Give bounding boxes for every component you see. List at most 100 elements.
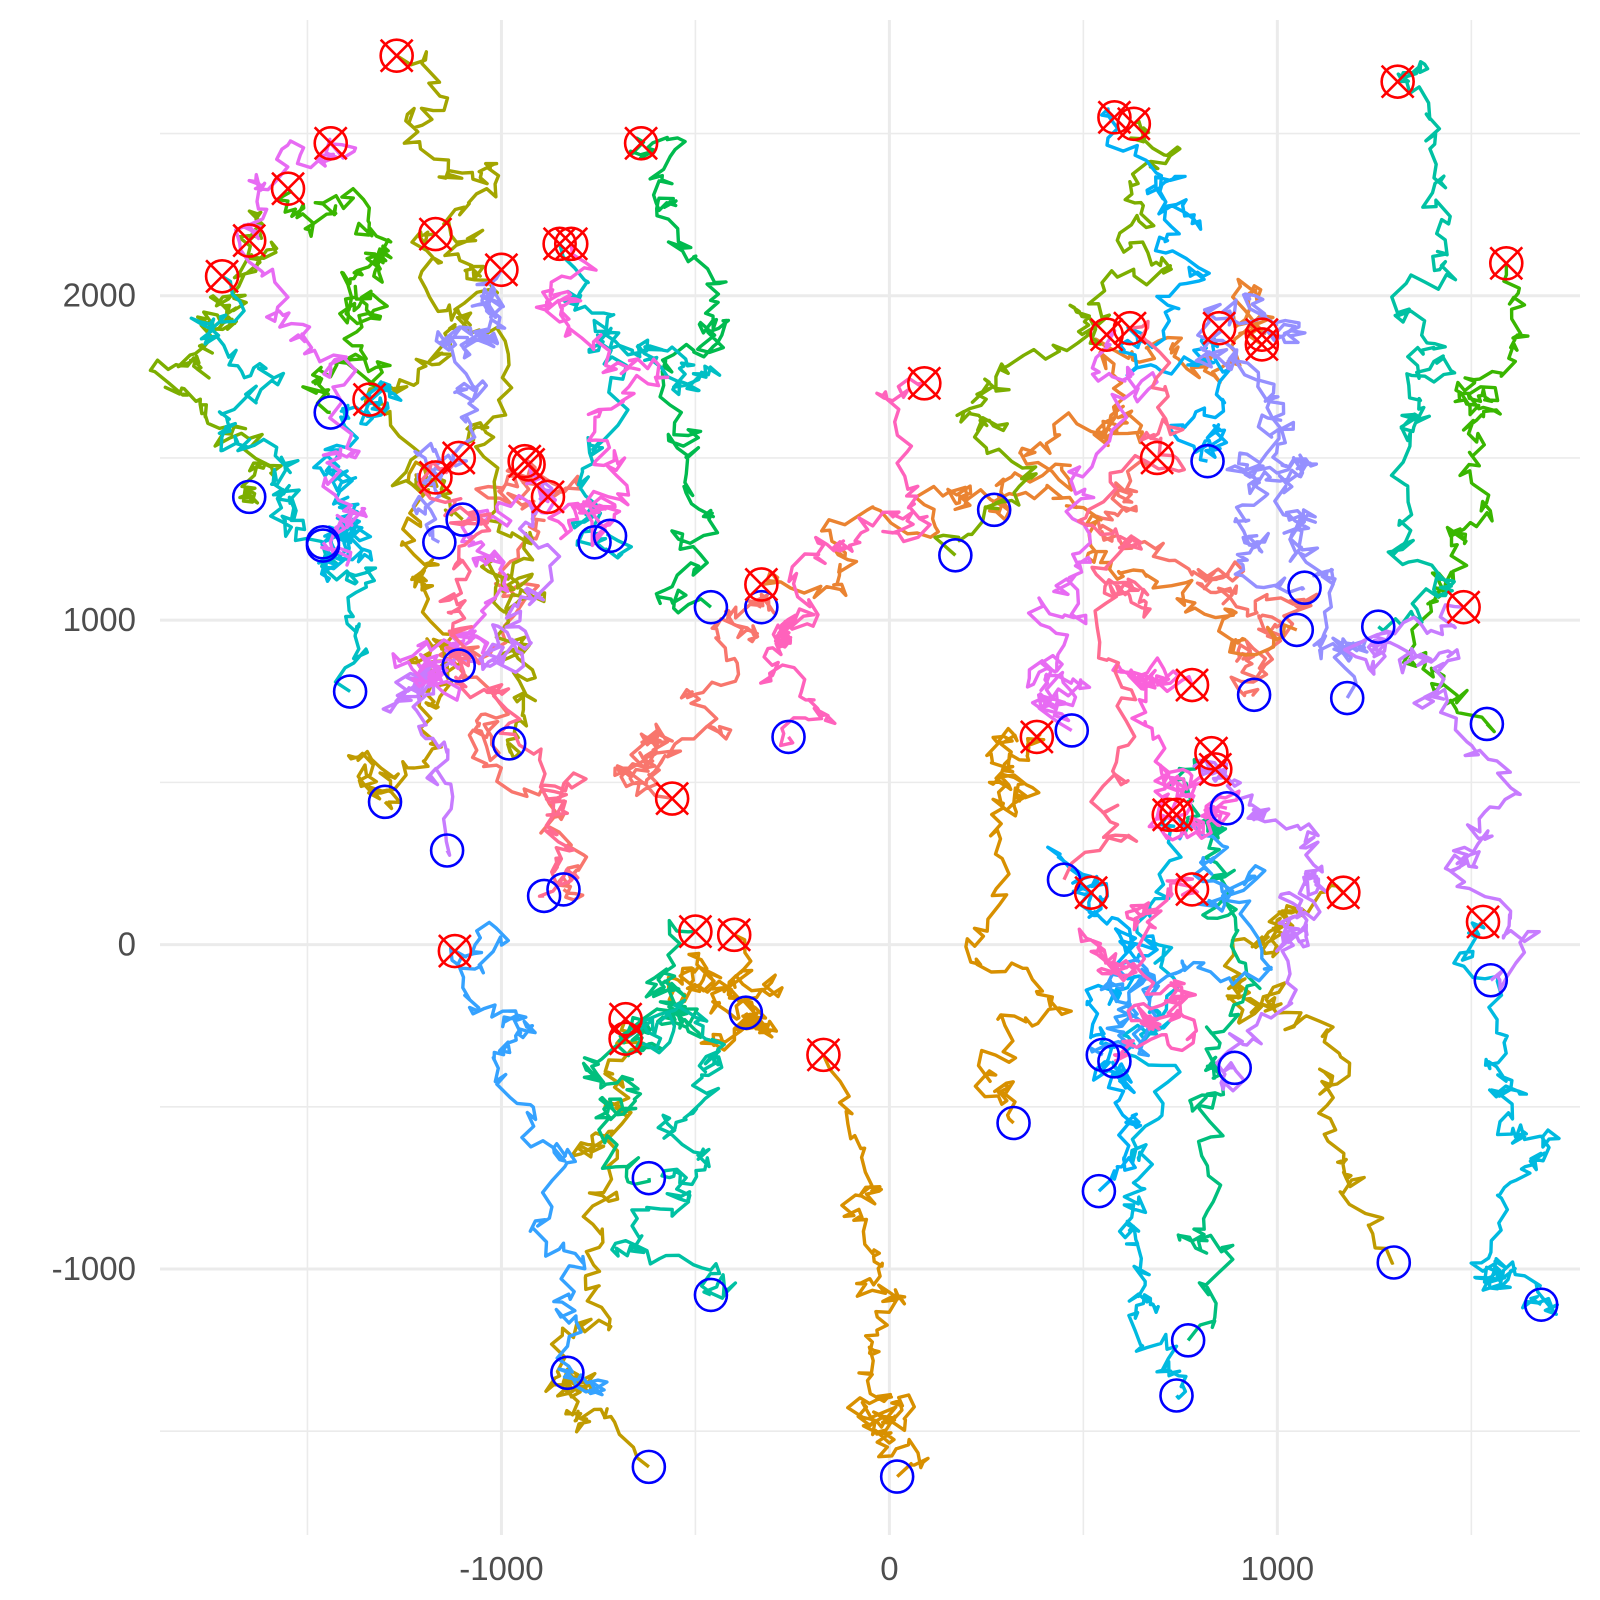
end-marker-circle (1139, 440, 1175, 476)
start-marker (1054, 713, 1090, 748)
end-marker-circle (678, 914, 713, 949)
end-marker-circle (542, 226, 577, 262)
start-marker (631, 1449, 667, 1485)
end-marker (437, 933, 473, 969)
end-marker-cross (608, 1002, 643, 1037)
end-marker-circle (1116, 106, 1152, 142)
walk-series-line (761, 483, 1298, 657)
walk-series-line (363, 50, 501, 521)
start-marker (1170, 1323, 1206, 1358)
end-marker-cross (507, 444, 542, 479)
end-marker (744, 567, 779, 602)
end-marker-cross (1380, 64, 1415, 99)
walk-series-line (1111, 656, 1241, 842)
walk-series-line (1207, 327, 1369, 699)
end-marker-circle (1151, 797, 1187, 833)
end-marker-circle (1174, 872, 1210, 907)
start-marker (693, 1277, 729, 1313)
series-paths (148, 50, 1561, 1478)
start-marker (550, 1355, 585, 1391)
start-marker (1360, 609, 1396, 644)
start-marker (938, 537, 973, 573)
end-marker (1159, 797, 1194, 833)
end-marker-cross (806, 1037, 841, 1072)
end-marker-circle (484, 252, 519, 288)
start-marker (305, 525, 341, 560)
x-tick-label: 1000 (1241, 1550, 1314, 1587)
end-marker (1465, 904, 1501, 940)
end-marker-cross (1113, 311, 1147, 346)
end-marker-cross (1097, 100, 1132, 135)
start-marker (422, 525, 457, 560)
end-marker-circle (437, 933, 473, 969)
start-marker (231, 479, 267, 515)
end-marker-cross (1244, 317, 1279, 352)
end-marker (1198, 752, 1233, 787)
end-marker-cross (1019, 720, 1054, 754)
walk-series-line (1402, 263, 1530, 734)
end-marker (270, 171, 306, 206)
start-marker (491, 726, 527, 761)
walk-series-line (1077, 876, 1199, 1063)
walk-series-line (1222, 883, 1395, 1265)
end-marker-circle (1201, 310, 1237, 346)
end-marker (1019, 719, 1055, 755)
end-marker (1488, 246, 1524, 281)
end-marker-cross (1116, 106, 1151, 141)
end-marker (204, 258, 240, 294)
end-marker (623, 125, 659, 161)
end-marker-circle (907, 366, 942, 401)
markers (204, 38, 1559, 1494)
end-marker-cross (484, 252, 519, 287)
end-marker (608, 1021, 643, 1056)
end-marker (907, 366, 942, 401)
walk-series-line (1117, 813, 1188, 1400)
walk-series-line (234, 137, 368, 567)
end-marker-circle (608, 1021, 643, 1056)
start-marker (1279, 612, 1315, 648)
end-marker-circle (1446, 589, 1481, 625)
end-marker (678, 914, 713, 949)
end-marker (1326, 875, 1361, 910)
end-marker-cross (678, 914, 713, 949)
end-marker-cross (1074, 875, 1109, 910)
end-marker (1097, 100, 1132, 135)
end-marker-circle (716, 917, 752, 953)
start-marker (1473, 962, 1509, 998)
end-marker-cross (1202, 311, 1237, 346)
end-marker-circle (418, 460, 453, 495)
start-marker (1217, 1050, 1252, 1086)
start-marker (879, 1459, 915, 1494)
walk-series-line (1088, 813, 1273, 1058)
start-marker (771, 719, 806, 755)
start-marker (1236, 677, 1272, 713)
end-marker-cross (655, 781, 690, 816)
end-marker-circle (507, 443, 542, 479)
walk-series-line (1192, 758, 1328, 1093)
end-marker-cross (379, 38, 414, 73)
end-marker-circle (654, 781, 690, 816)
start-marker (1523, 1287, 1559, 1322)
end-marker-circle (1465, 904, 1501, 940)
end-marker-cross (1466, 904, 1500, 939)
end-marker (1116, 106, 1152, 142)
start-marker (332, 674, 368, 709)
y-axis-tick-labels: -1000 0 1000 2000 (52, 277, 136, 1287)
y-tick-label: 0 (118, 926, 136, 963)
grid (160, 20, 1580, 1535)
walk-series-line (628, 135, 731, 615)
start-marker (1329, 680, 1365, 716)
end-marker-cross (744, 567, 779, 602)
start-marker (546, 872, 581, 907)
end-marker-cross (1446, 590, 1481, 625)
end-marker (530, 479, 566, 515)
end-marker-cross (205, 259, 239, 294)
end-marker-circle (1097, 100, 1132, 135)
end-marker (608, 1001, 643, 1037)
walk-series-line (821, 1054, 930, 1478)
end-marker-circle (1326, 875, 1361, 910)
end-marker (418, 216, 453, 252)
end-marker (542, 226, 577, 262)
end-marker-cross (542, 226, 577, 261)
